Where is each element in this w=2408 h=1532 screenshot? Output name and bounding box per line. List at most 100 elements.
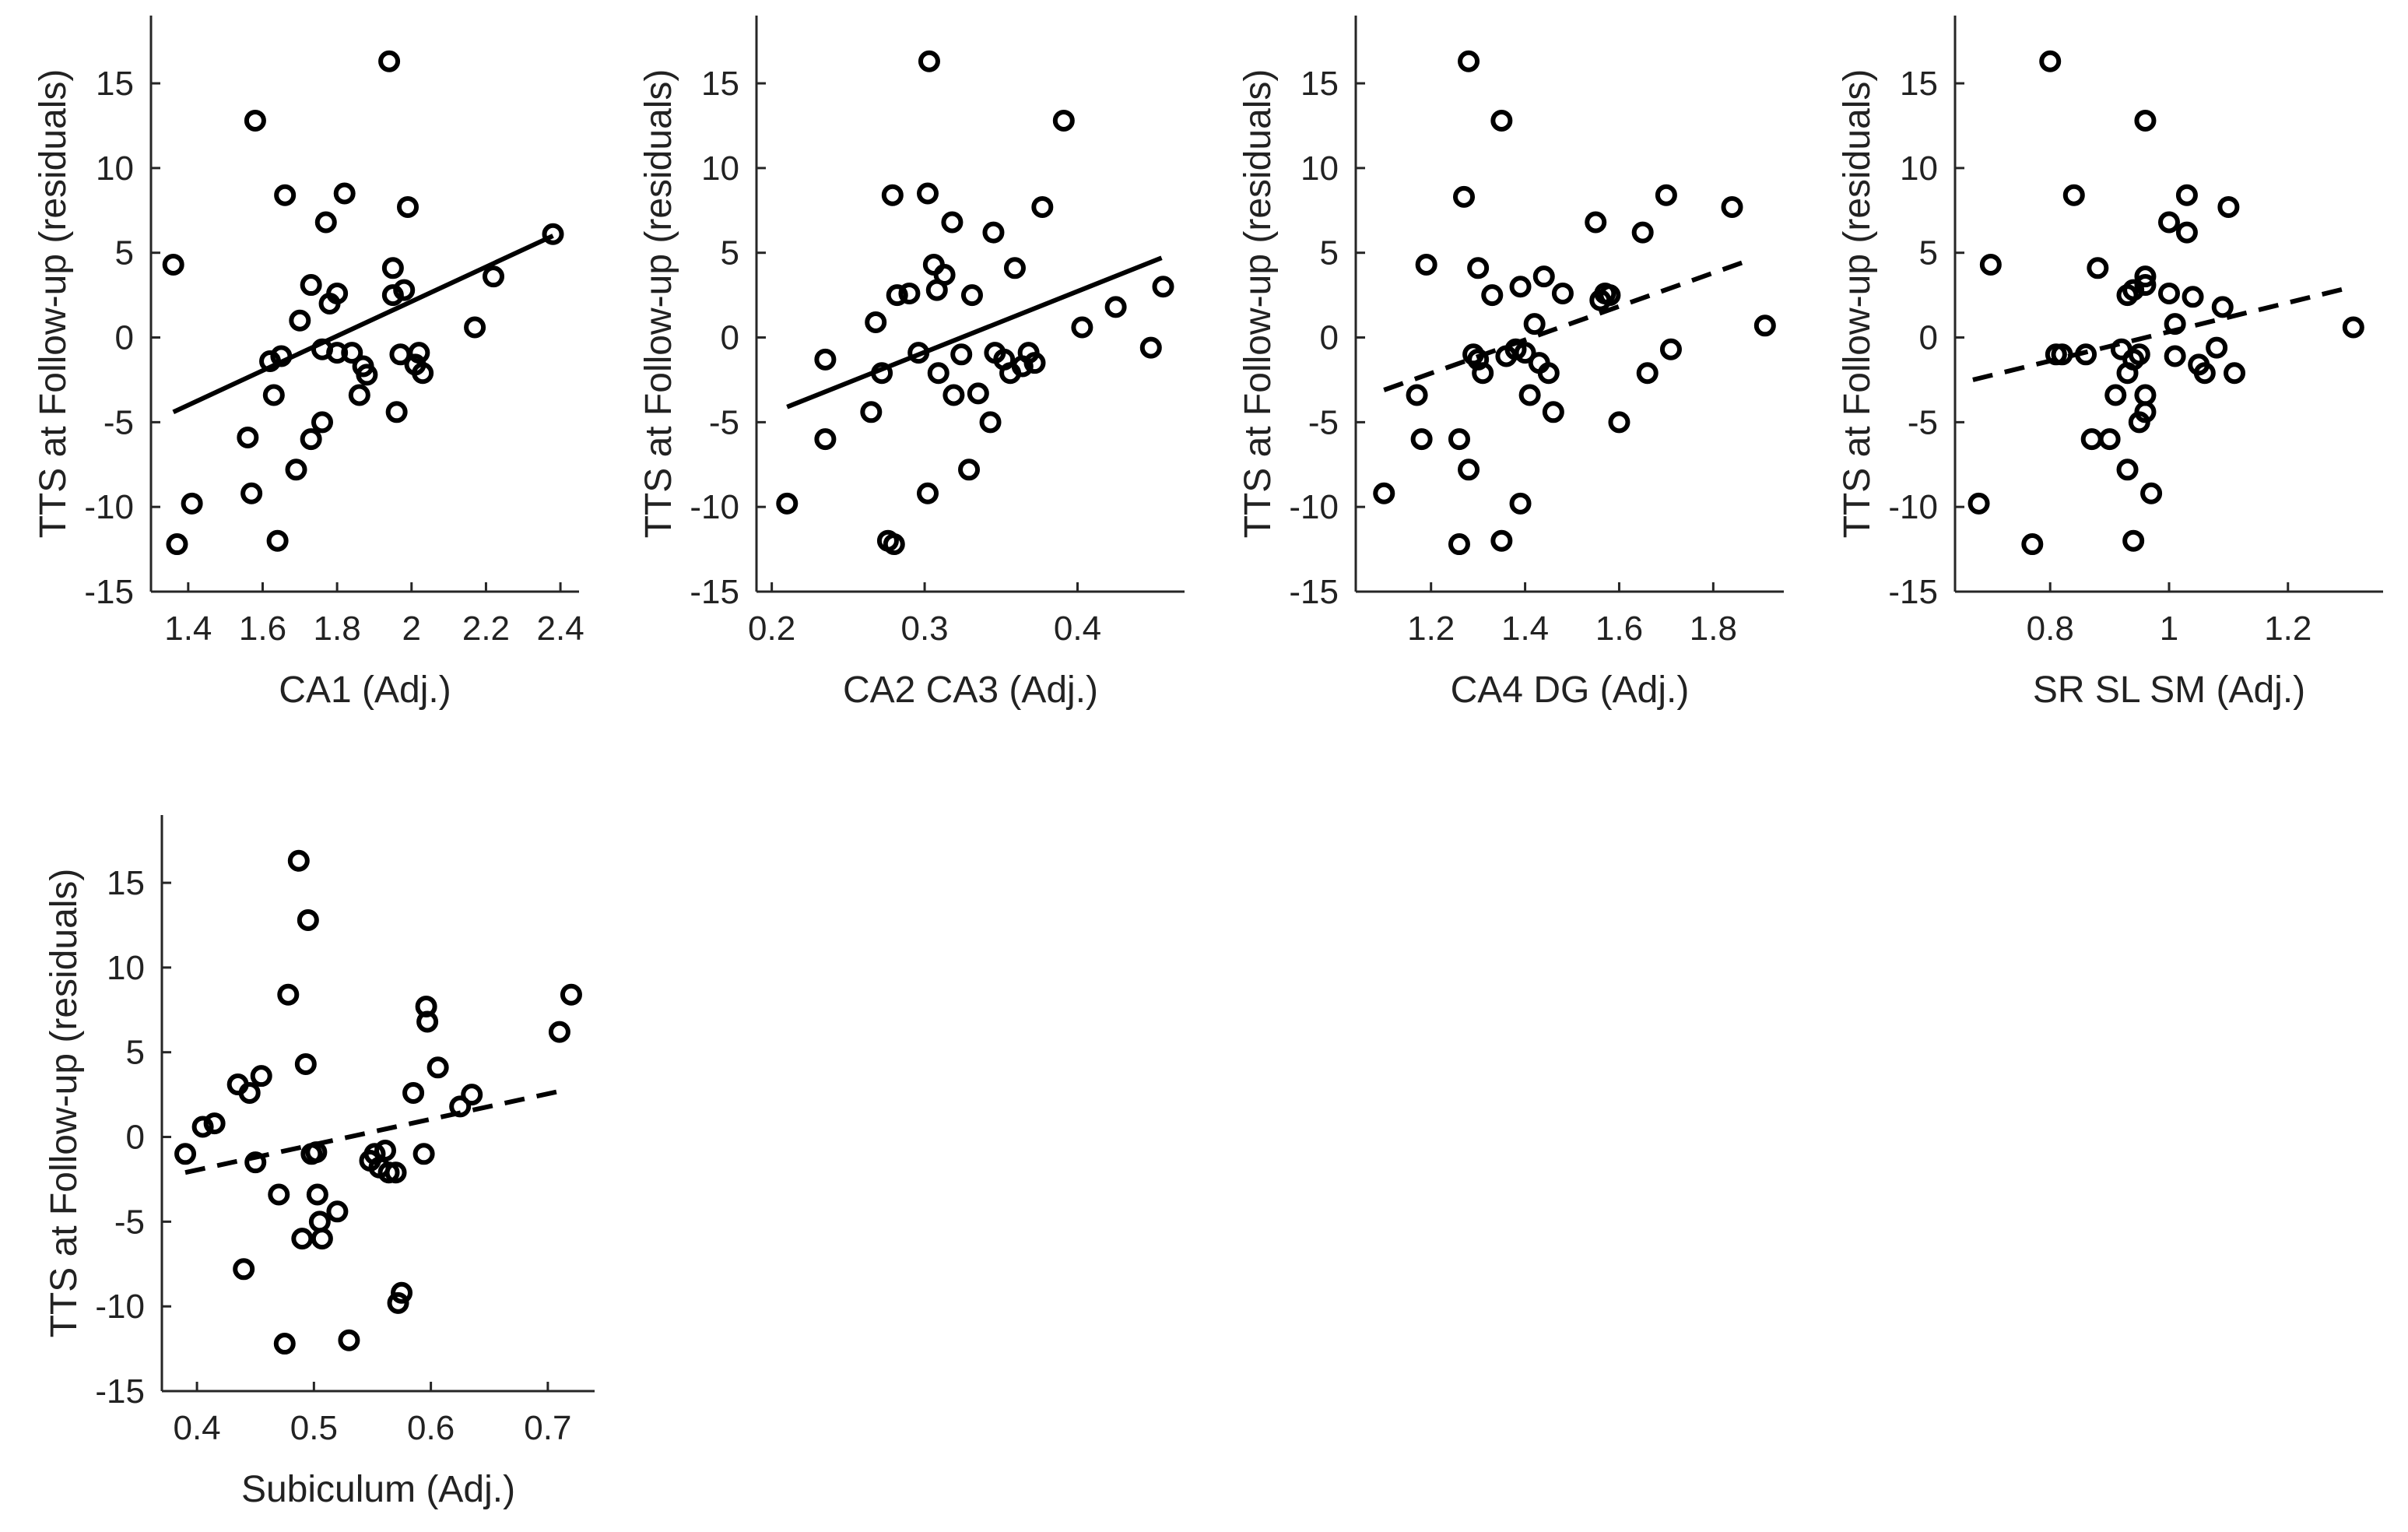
scatter-point <box>397 195 419 218</box>
scatter-point <box>1003 257 1026 279</box>
scatter-point <box>1415 253 1437 276</box>
fit-line <box>172 234 554 415</box>
scatter-point <box>393 279 416 301</box>
scatter-point <box>917 182 939 205</box>
x-tick-label: 2.2 <box>462 610 510 648</box>
x-tick-label: 0.6 <box>407 1409 455 1447</box>
scatter-point <box>2116 459 2139 481</box>
scatter-point <box>2098 428 2121 451</box>
x-tick-label: 1.4 <box>164 610 212 648</box>
scatter-point <box>402 1081 425 1104</box>
scatter-point <box>2175 184 2198 206</box>
x-tick-label: 0.5 <box>290 1409 338 1447</box>
scatter-point <box>1753 314 1776 337</box>
y-tick-label: 5 <box>1320 234 1339 272</box>
y-tick-label: 15 <box>1301 65 1339 103</box>
scatter-point <box>927 362 950 385</box>
scatter-point <box>191 1116 214 1138</box>
scatter-point <box>2134 109 2157 132</box>
scatter-point <box>2062 184 2085 206</box>
scatter-point <box>886 284 908 307</box>
scatter-point <box>294 1052 317 1075</box>
scatter-point <box>1636 362 1659 385</box>
scatter-point <box>958 459 981 481</box>
y-tick-label: 0 <box>721 319 739 357</box>
y-tick-label: -10 <box>95 1288 145 1326</box>
scatter-point <box>548 1021 570 1043</box>
scatter-point <box>1490 529 1513 552</box>
scatter-point <box>2158 282 2180 304</box>
x-tick-label: 1.4 <box>1501 610 1549 648</box>
scatter-point <box>1537 362 1560 385</box>
x-axis-label: Subiculum (Adj.) <box>241 1469 515 1510</box>
scatter-point <box>1518 384 1541 406</box>
scatter-point <box>2211 296 2234 318</box>
scatter-point <box>2122 279 2145 301</box>
y-tick-label: 5 <box>721 234 739 272</box>
y-tick-label: 15 <box>1900 65 1938 103</box>
scatter-point <box>305 1141 328 1164</box>
scatter-point <box>356 364 378 386</box>
scatter-point <box>1979 253 2002 276</box>
scatter-point <box>300 274 322 297</box>
x-tick-label: 1.8 <box>314 610 361 648</box>
y-axis-label: TTS at Follow-up (residuals) <box>1837 69 1878 539</box>
y-tick-label: -10 <box>690 488 739 526</box>
scatter-point <box>1514 342 1536 364</box>
scatter-point <box>2021 533 2044 556</box>
y-tick-label: -15 <box>1289 573 1339 611</box>
scatter-point <box>270 345 293 367</box>
y-tick-label: -15 <box>1888 573 1938 611</box>
scatter-point <box>1139 336 1162 359</box>
y-tick-label: 10 <box>1301 149 1339 188</box>
scatter-point <box>1585 211 1607 234</box>
scatter-point <box>2039 50 2062 72</box>
scatter-point <box>2104 384 2127 406</box>
scatter-point <box>1655 184 1677 206</box>
scatter-point <box>426 1056 449 1079</box>
x-axis-label: CA2 CA3 (Adj.) <box>843 669 1098 711</box>
scatter-point <box>483 265 504 288</box>
x-tick-label: 1.8 <box>1690 610 1737 648</box>
scatter-point <box>333 182 356 205</box>
scatter-point <box>381 284 404 307</box>
scatter-point <box>311 411 333 434</box>
x-tick-label: 1.6 <box>1595 610 1643 648</box>
scatter-point <box>268 1183 290 1206</box>
scatter-point <box>1467 257 1490 279</box>
y-tick-label: 0 <box>126 1119 145 1157</box>
scatter-point <box>1104 296 1127 318</box>
scatter-point <box>1490 109 1513 132</box>
scatter-point <box>2134 265 2157 288</box>
y-tick-label: -10 <box>1888 488 1938 526</box>
scatter-point <box>297 908 319 931</box>
scatter-point <box>250 1065 272 1088</box>
scatter-point <box>387 1291 409 1314</box>
x-tick-label: 1.6 <box>239 610 286 648</box>
x-tick-label: 0.8 <box>2027 610 2074 648</box>
y-tick-label: 5 <box>1919 234 1938 272</box>
scatter-point <box>917 482 939 504</box>
scatter-point <box>2164 345 2186 367</box>
scatter-point <box>2134 401 2157 423</box>
scatter-point <box>461 1084 483 1106</box>
scatter-point <box>1453 185 1476 208</box>
scatter-point <box>1599 284 1621 307</box>
scatter-point <box>287 849 310 872</box>
y-tick-label: -15 <box>95 1372 145 1411</box>
scatter-point <box>1406 384 1428 406</box>
scatter-point <box>237 426 259 448</box>
scatter-point <box>1509 492 1532 515</box>
scatter-point <box>883 533 905 556</box>
y-axis-label: TTS at Follow-up (residuals) <box>44 869 85 1338</box>
scatter-point <box>244 109 266 132</box>
x-tick-label: 0.4 <box>173 1409 220 1447</box>
scatter-point <box>240 482 263 504</box>
y-tick-label: 5 <box>126 1034 145 1072</box>
scatter-point <box>907 342 930 364</box>
scatter-point <box>464 316 486 339</box>
scatter-point <box>338 1329 360 1351</box>
